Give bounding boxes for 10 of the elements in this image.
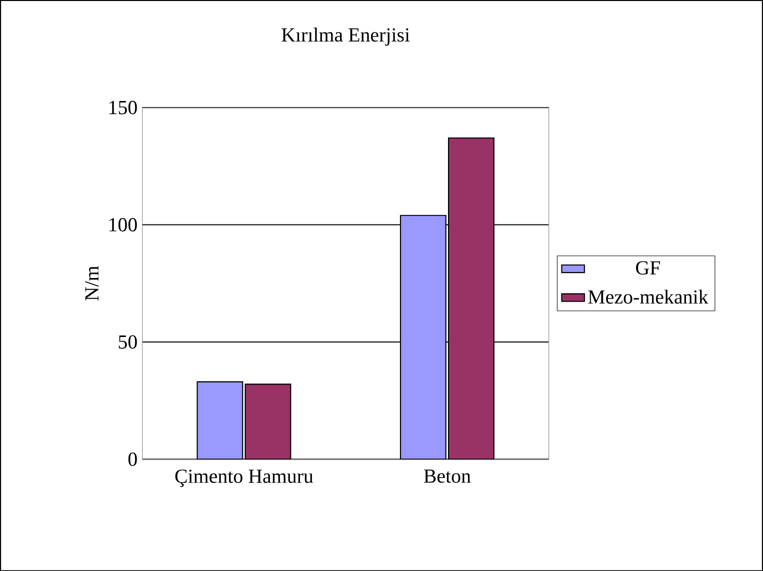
x-tick-label: Beton	[424, 469, 471, 483]
chart-title: Kırılma Enerjisi	[282, 28, 410, 46]
y-axis-title: N/m	[85, 266, 99, 300]
y-tick-label: 100	[109, 218, 137, 232]
legend-label: Mezo-mekanik	[588, 290, 708, 304]
text: GF	[636, 261, 660, 274]
x-tick-label: Çimento Hamuru	[175, 469, 314, 487]
y-tick-label: 150	[109, 100, 137, 114]
y-tick-label: 50	[118, 335, 137, 349]
y-tick-label: 0	[128, 452, 137, 466]
